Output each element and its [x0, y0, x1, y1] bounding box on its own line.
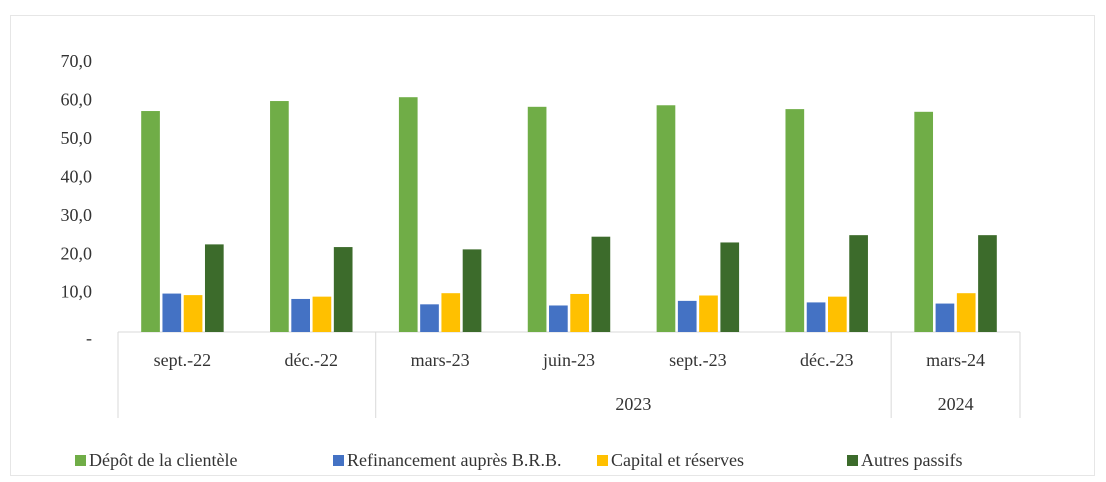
y-tick-label: 30,0 [61, 205, 93, 225]
x-tick-label: mars-23 [411, 350, 470, 370]
bar [828, 296, 847, 332]
bar [527, 106, 547, 333]
bar [785, 109, 805, 332]
bar [699, 295, 718, 332]
bar [270, 101, 289, 333]
legend-swatch [847, 455, 858, 466]
bar [420, 304, 439, 332]
legend-swatch [75, 455, 86, 466]
x-tick-label: sept.-22 [154, 350, 212, 370]
y-tick-label: 40,0 [61, 166, 93, 186]
x-group-label: 2023 [615, 394, 651, 414]
x-tick-label: juin-23 [542, 350, 595, 370]
bar [398, 97, 418, 332]
legend-label: Refinancement auprès B.R.B. [347, 450, 561, 470]
bar [914, 111, 934, 332]
x-tick-label: déc.-23 [800, 350, 853, 370]
y-tick-label: - [86, 328, 92, 348]
bar [462, 249, 482, 332]
bar [333, 247, 353, 332]
bar [677, 300, 697, 332]
bar [312, 296, 332, 332]
bar [591, 236, 611, 332]
y-tick-label: 50,0 [61, 128, 93, 148]
bar [162, 293, 182, 332]
bar [978, 235, 997, 332]
y-tick-label: 20,0 [61, 243, 93, 263]
bar [806, 302, 826, 332]
x-group-label: 2024 [938, 394, 974, 414]
y-tick-label: 60,0 [61, 90, 93, 110]
x-tick-label: sept.-23 [669, 350, 727, 370]
bar [549, 305, 568, 332]
bar [935, 303, 955, 332]
legend-swatch [597, 455, 608, 466]
bar [291, 298, 310, 332]
legend-label: Dépôt de la clientèle [89, 450, 237, 470]
bar [570, 293, 589, 332]
bar [849, 235, 868, 332]
bar [956, 293, 976, 332]
chart-border [10, 15, 1095, 476]
bar [141, 111, 160, 333]
x-tick-label: mars-24 [926, 350, 985, 370]
bar [720, 242, 740, 332]
legend-swatch [333, 455, 344, 466]
bar [183, 295, 203, 332]
x-tick-label: déc.-22 [285, 350, 338, 370]
bar [656, 105, 676, 333]
legend-label: Autres passifs [861, 450, 963, 470]
y-tick-label: 10,0 [61, 282, 93, 302]
bar [441, 293, 461, 332]
y-tick-label: 70,0 [61, 51, 93, 71]
bar [204, 244, 224, 332]
legend-label: Capital et réserves [611, 450, 744, 470]
